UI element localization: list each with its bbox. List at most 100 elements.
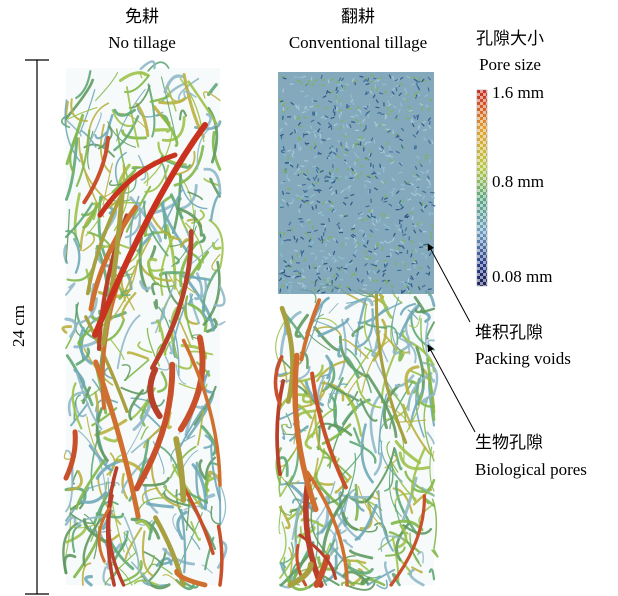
packing-void [327, 177, 331, 178]
packing-void [328, 279, 329, 283]
packing-void [328, 79, 329, 83]
packing-void [408, 278, 409, 282]
packing-void [389, 152, 393, 153]
packing-void [316, 273, 320, 274]
scale-label: 24 cm [9, 305, 28, 347]
packing-void [351, 94, 352, 98]
packing-void [374, 140, 375, 144]
packing-void [430, 213, 434, 214]
packing-void [331, 126, 332, 130]
packing-void [385, 217, 389, 218]
packing-void [296, 119, 300, 120]
packing-void [300, 147, 301, 151]
annotation-zh: 堆积孔隙 [475, 323, 543, 342]
packing-void [353, 101, 354, 105]
figure: 免耕 No tillage 翻耕 Conventional tillage 24… [0, 0, 618, 596]
column-title-zh: 翻耕 [341, 7, 375, 26]
packing-void [283, 89, 284, 93]
packing-void [293, 150, 294, 154]
packing-void [335, 105, 336, 109]
packing-void [413, 226, 417, 227]
packing-void [302, 184, 306, 185]
packing-void [402, 230, 403, 234]
colorbar-checker [477, 90, 487, 286]
packing-void [384, 281, 388, 282]
packing-void [382, 124, 386, 125]
column-title-zh: 免耕 [125, 7, 159, 26]
packing-void [387, 114, 391, 115]
packing-void [300, 166, 304, 167]
packing-void [311, 77, 312, 81]
packing-void [410, 213, 414, 214]
packing-void [313, 101, 317, 102]
packing-void [344, 216, 348, 217]
packing-void [316, 112, 317, 116]
packing-void [372, 217, 373, 221]
packing-void [398, 172, 402, 173]
packing-void [390, 146, 391, 150]
packing-void [412, 216, 413, 220]
packing-void [339, 114, 340, 118]
legend-label: 1.6 mm [492, 83, 544, 102]
packing-void [366, 175, 370, 176]
scale-bar: 24 cm [9, 60, 49, 594]
packing-void [329, 218, 330, 222]
packing-void [428, 88, 429, 92]
packing-void [328, 209, 332, 210]
packing-void [289, 282, 293, 283]
packing-void [383, 168, 384, 172]
packing-void [395, 261, 396, 265]
packing-void [343, 124, 344, 128]
pore [155, 300, 157, 308]
packing-void [430, 159, 431, 163]
packing-void [384, 264, 385, 268]
packing-void [337, 84, 341, 85]
packing-void [336, 190, 337, 194]
packing-void [299, 209, 300, 213]
packing-void [304, 134, 308, 135]
packing-void [401, 282, 405, 283]
packing-void [359, 76, 363, 77]
packing-void [411, 283, 412, 287]
packing-void [364, 159, 368, 160]
packing-void [287, 175, 288, 179]
packing-void [353, 177, 354, 181]
packing-void [279, 99, 280, 103]
packing-void [382, 247, 383, 251]
packing-void [375, 107, 379, 108]
pore [339, 345, 341, 356]
arrow [428, 244, 470, 322]
packing-void [371, 199, 372, 203]
packing-void [295, 116, 296, 120]
packing-void [344, 238, 348, 239]
packing-void [406, 118, 410, 119]
packing-void [287, 267, 291, 268]
packing-void [323, 257, 327, 258]
packing-void [372, 209, 373, 213]
pore [141, 61, 155, 68]
packing-void [427, 187, 431, 188]
packing-void [323, 280, 327, 281]
column-title-en: Conventional tillage [289, 33, 427, 52]
packing-void [283, 240, 287, 241]
packing-void [396, 87, 397, 91]
packing-void [426, 255, 427, 259]
legend-title-zh: 孔隙大小 [476, 29, 544, 48]
packing-void [416, 145, 417, 149]
legend: 孔隙大小 Pore size 1.6 mm 0.8 mm 0.08 mm [476, 29, 552, 286]
packing-void [419, 247, 423, 248]
packing-void [346, 175, 347, 179]
conventional-pores [275, 72, 437, 590]
packing-void [428, 289, 432, 290]
packing-void [368, 142, 372, 143]
pore [155, 130, 169, 132]
no-tillage-pores [62, 61, 226, 588]
packing-void [341, 102, 342, 106]
packing-void [280, 289, 281, 293]
packing-void [320, 135, 321, 139]
packing-void [280, 271, 284, 272]
packing-void [430, 192, 434, 193]
packing-void [368, 78, 369, 82]
packing-void [375, 245, 376, 249]
packing-void [423, 244, 427, 245]
